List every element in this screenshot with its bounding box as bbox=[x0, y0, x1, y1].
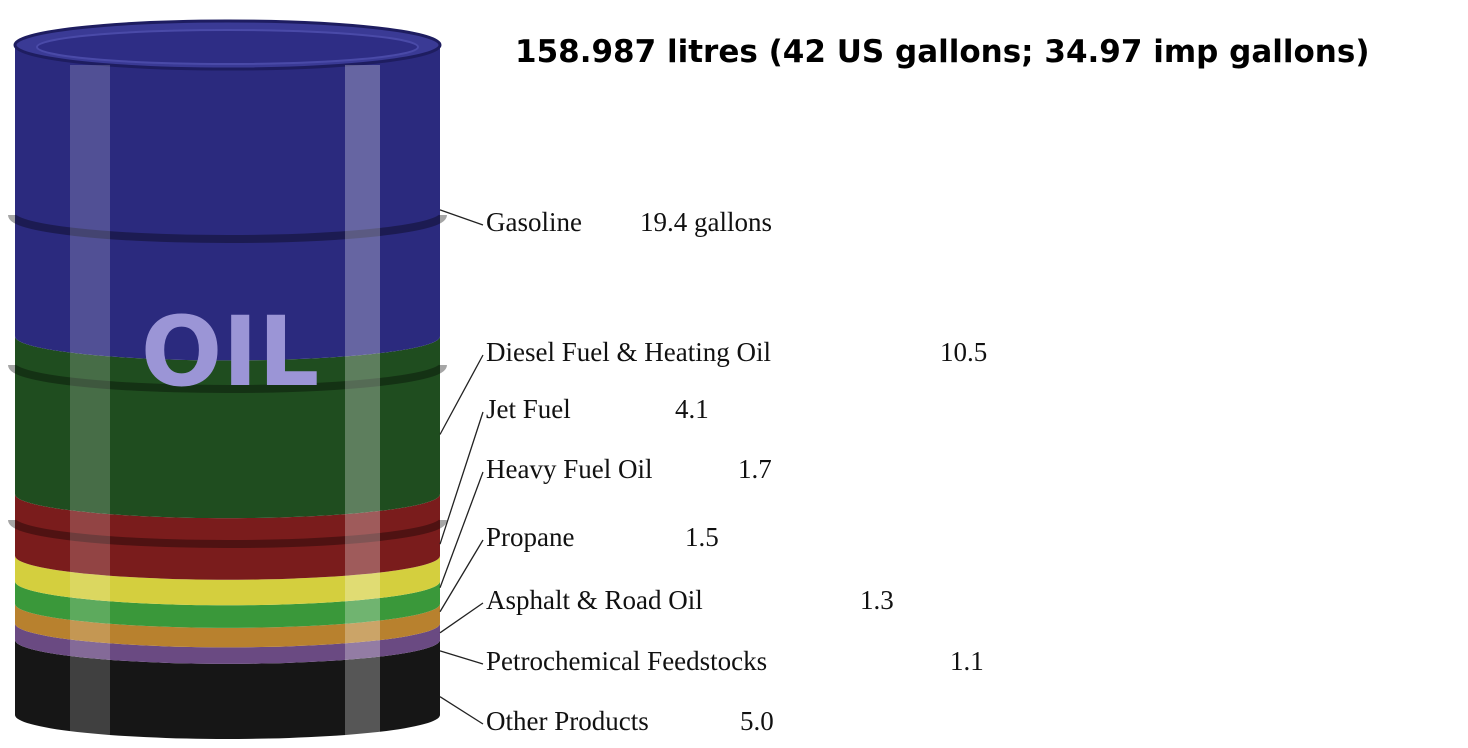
leader-line bbox=[439, 539, 484, 613]
value-label: 19.4 gallons bbox=[640, 207, 772, 237]
barrel-segment bbox=[15, 336, 440, 519]
chart-title: 158.987 litres (42 US gallons; 34.97 imp… bbox=[515, 34, 1369, 70]
value-label: 1.5 bbox=[685, 522, 719, 552]
barrel-label: OIL bbox=[141, 296, 320, 408]
barrel-segment bbox=[15, 555, 440, 606]
category-label: Asphalt & Road Oil bbox=[486, 585, 703, 615]
value-label: 10.5 bbox=[940, 337, 987, 367]
barrel-segment bbox=[15, 581, 440, 628]
barrel-rim bbox=[8, 518, 447, 548]
barrel-segment bbox=[15, 494, 440, 580]
value-label: 4.1 bbox=[675, 394, 709, 424]
category-label: Other Products bbox=[486, 706, 649, 736]
value-label: 1.7 bbox=[738, 454, 772, 484]
barrel-rim bbox=[8, 213, 447, 243]
barrel-lid-inner bbox=[36, 29, 419, 65]
leader-line bbox=[439, 696, 484, 725]
leader-line bbox=[439, 602, 484, 634]
category-label: Diesel Fuel & Heating Oil bbox=[486, 337, 771, 367]
category-label: Heavy Fuel Oil bbox=[486, 454, 652, 484]
category-label: Propane bbox=[486, 522, 574, 552]
leader-line bbox=[439, 471, 484, 588]
leader-line bbox=[439, 650, 484, 665]
category-label: Gasoline bbox=[486, 207, 582, 237]
value-label: 1.1 bbox=[950, 646, 984, 676]
value-label: 1.3 bbox=[860, 585, 894, 615]
barrel-segment bbox=[15, 45, 440, 361]
leader-line bbox=[439, 209, 484, 226]
leader-line bbox=[439, 411, 484, 545]
barrel-segment bbox=[15, 603, 440, 648]
value-label: 5.0 bbox=[740, 706, 774, 736]
leader-line bbox=[439, 354, 484, 435]
category-label: Petrochemical Feedstocks bbox=[486, 646, 767, 676]
highlight bbox=[70, 65, 110, 735]
barrel-segment bbox=[15, 623, 440, 664]
category-label: Jet Fuel bbox=[486, 394, 571, 424]
barrel-rim bbox=[8, 363, 447, 393]
barrel-segment bbox=[15, 639, 440, 739]
highlight bbox=[345, 65, 380, 735]
